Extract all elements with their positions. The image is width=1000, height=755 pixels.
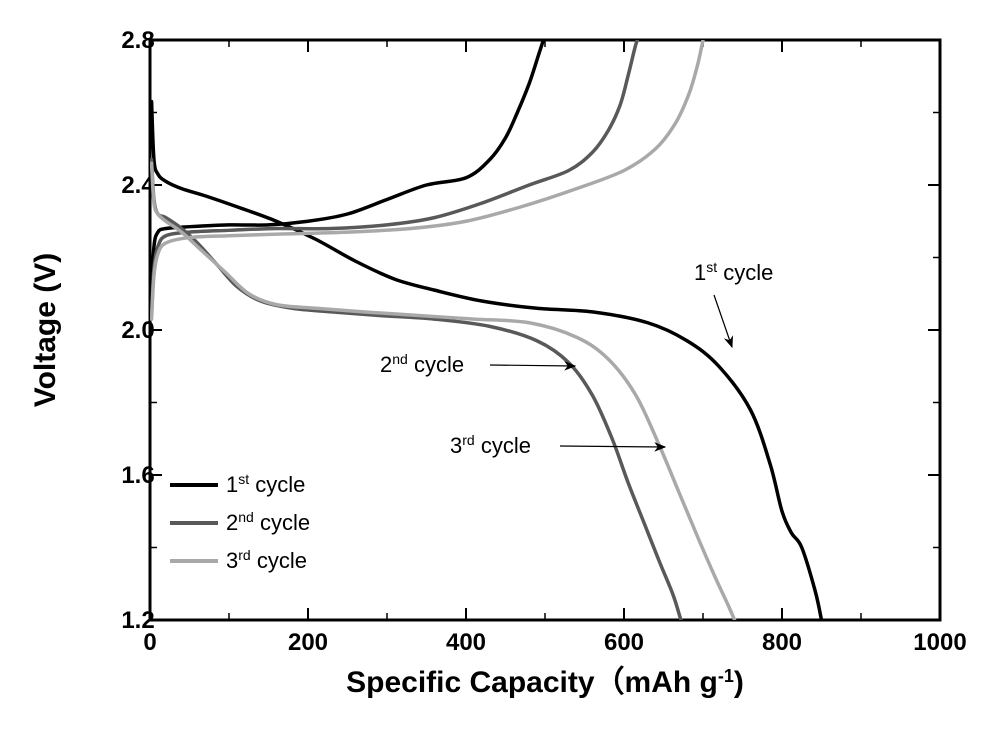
x-tick-label: 200 [288, 629, 328, 656]
chart-wrapper: 020040060080010001.21.62.02.42.8 1st cyc… [0, 0, 1000, 755]
annot-3rd-arrow [560, 446, 665, 447]
y-tick-label: 2.8 [121, 27, 154, 54]
legend-label: 1st cycle [226, 471, 305, 497]
annot-3rd: 3rd cycle [450, 432, 531, 458]
legend-label: 2nd cycle [226, 509, 310, 535]
y-axis-title: Voltage (V) [29, 253, 62, 407]
annot-2nd-arrow [490, 365, 575, 366]
x-tick-label: 400 [446, 629, 486, 656]
annot-2nd: 2nd cycle [380, 351, 464, 377]
legend-label: 3rd cycle [226, 547, 307, 573]
annot-1st: 1st cycle [694, 259, 773, 285]
y-tick-label: 2.4 [121, 172, 155, 199]
y-tick-label: 1.6 [121, 462, 154, 489]
y-tick-label: 2.0 [121, 317, 154, 344]
y-tick-label: 1.2 [121, 607, 154, 634]
series-1st-cycle-discharge [152, 102, 822, 620]
annot-1st-arrow [714, 295, 732, 347]
x-axis-title: Specific Capacity（mAh g-1) [346, 665, 744, 699]
x-tick-label: 600 [604, 629, 644, 656]
x-tick-label: 1000 [913, 629, 966, 656]
legend: 1st cycle 2nd cycle 3rd cycle [170, 471, 310, 573]
voltage-capacity-chart: 020040060080010001.21.62.02.42.8 1st cyc… [0, 0, 1000, 755]
series-3rd-cycle-charge [152, 40, 703, 319]
x-tick-label: 800 [762, 629, 802, 656]
